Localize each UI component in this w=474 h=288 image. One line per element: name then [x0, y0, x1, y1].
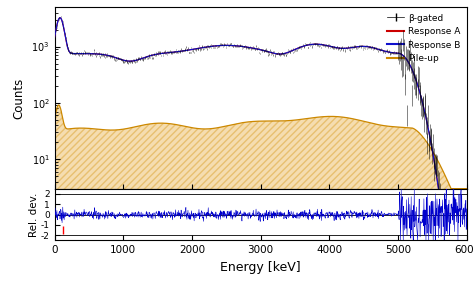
- Response B: [269, 51, 274, 54]
- Response A: [269, 51, 274, 54]
- Response B: [439, 214, 445, 217]
- Response A: [121, 59, 127, 62]
- Pile-up: [121, 127, 127, 131]
- Y-axis label: Rel. dev.: Rel. dev.: [29, 192, 39, 237]
- Response B: [52, 36, 57, 39]
- Pile-up: [231, 123, 237, 126]
- Response A: [191, 48, 197, 51]
- Response B: [121, 59, 127, 62]
- Response B: [57, 16, 63, 20]
- Pile-up: [56, 103, 62, 107]
- Line: Response B: Response B: [55, 18, 467, 215]
- X-axis label: Energy [keV]: Energy [keV]: [220, 261, 301, 274]
- Response B: [231, 44, 237, 47]
- Response A: [231, 44, 237, 47]
- Response A: [107, 54, 112, 58]
- Response B: [464, 214, 470, 217]
- Pile-up: [464, 187, 470, 190]
- Pile-up: [52, 118, 57, 122]
- Legend: β-gated, Response A, Response B, Pile-up: β-gated, Response A, Response B, Pile-up: [384, 10, 464, 67]
- Response A: [277, 52, 283, 56]
- Y-axis label: Counts: Counts: [13, 77, 26, 119]
- Line: Pile-up: Pile-up: [55, 105, 467, 189]
- Line: Response A: Response A: [55, 18, 467, 215]
- Pile-up: [448, 187, 454, 190]
- Response A: [464, 214, 470, 217]
- Response B: [107, 54, 112, 58]
- Response A: [57, 16, 63, 20]
- Pile-up: [277, 119, 283, 123]
- Response B: [277, 52, 283, 56]
- Pile-up: [107, 128, 112, 132]
- Pile-up: [269, 119, 274, 123]
- Response A: [439, 214, 445, 217]
- Pile-up: [191, 126, 197, 130]
- Response A: [52, 36, 57, 39]
- Response B: [191, 48, 197, 51]
